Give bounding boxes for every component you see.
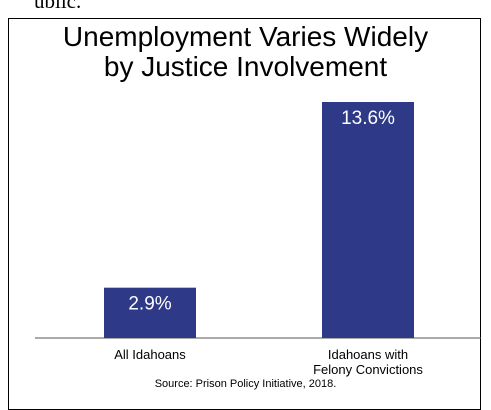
bar-0 <box>104 287 196 338</box>
chart-title-line-2: by Justice Involvement <box>103 51 388 82</box>
category-label-felony: Idahoans with Felony Convictions <box>278 347 458 377</box>
bar-plot-area: 2.9% 13.6% <box>35 102 481 339</box>
category-label-line: All Idahoans <box>114 347 186 362</box>
chart-title-line-1: Unemployment Varies Widely <box>62 21 429 52</box>
bar-value-label-0: 2.9% <box>128 294 171 315</box>
category-label-line: Idahoans with <box>327 347 409 362</box>
top-text-fragment: ublic. <box>34 0 82 13</box>
category-label-all-idahoans: All Idahoans <box>60 347 240 362</box>
bar-1 <box>322 102 414 338</box>
source-note: Source: Prison Policy Initiative, 2018. <box>154 378 337 390</box>
category-label-line: Felony Convictions <box>313 362 423 377</box>
bar-value-label-1: 13.6% <box>341 108 395 129</box>
chart-title: Unemployment Varies Widely by Justice In… <box>0 22 491 82</box>
